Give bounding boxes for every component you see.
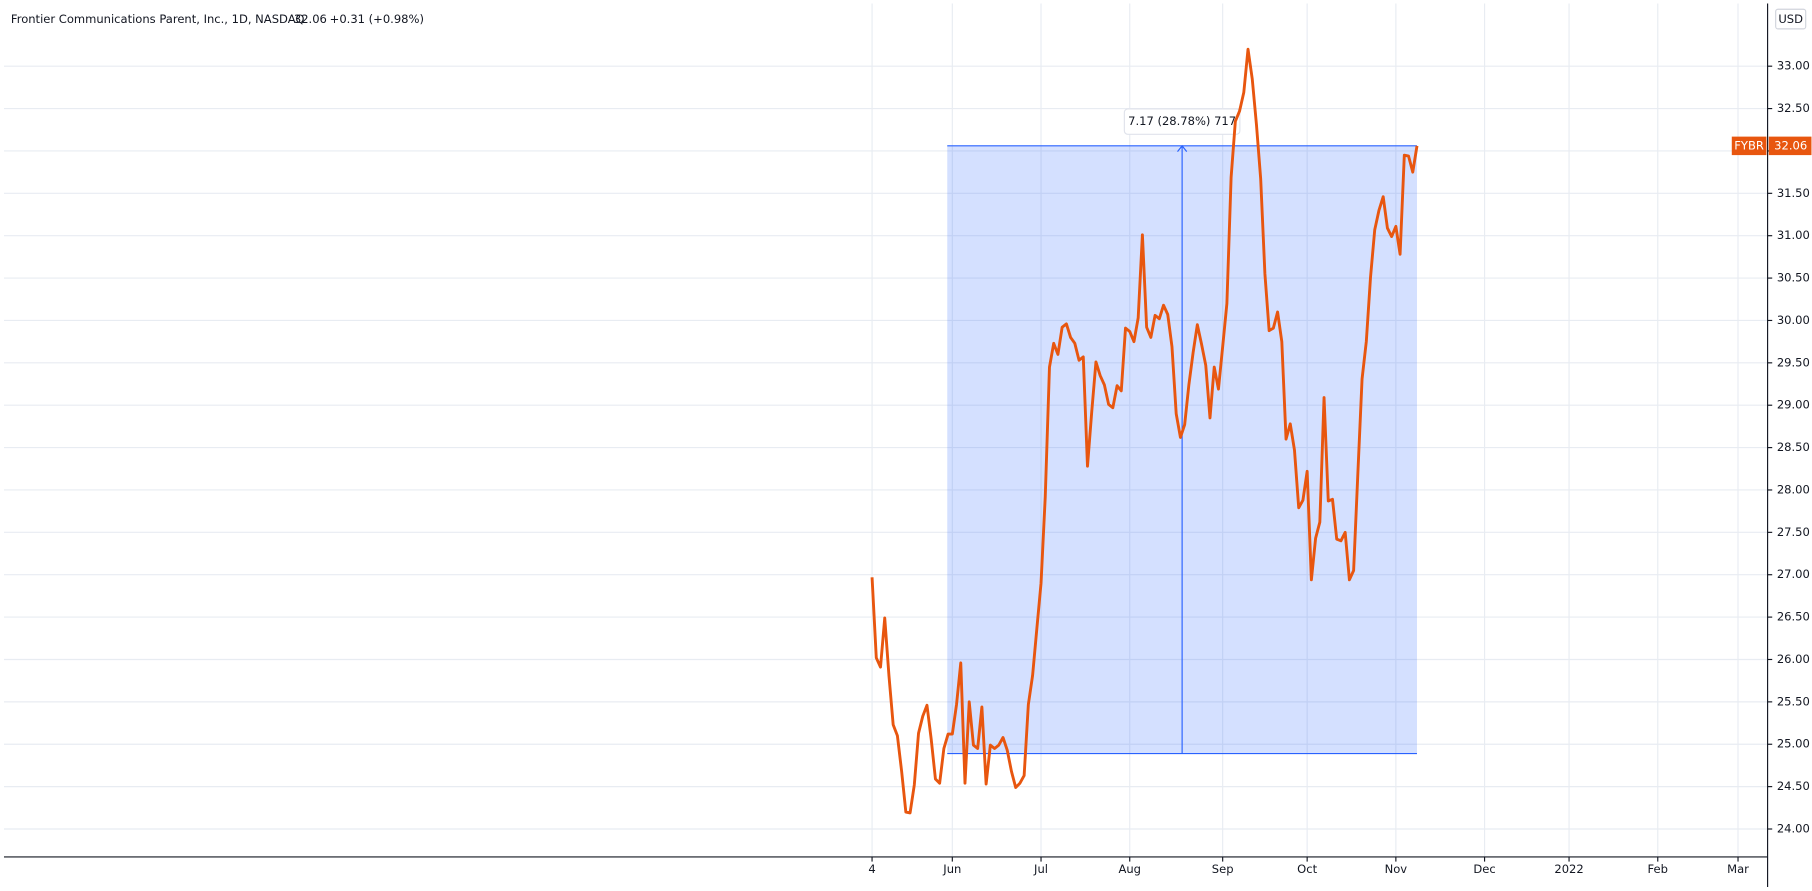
y-tick-label: 30.50 [1777, 271, 1810, 285]
x-tick-label: Feb [1648, 862, 1668, 876]
y-tick-label: 30.00 [1777, 313, 1810, 327]
x-tick-label: 2022 [1554, 862, 1583, 876]
y-tick-label: 24.50 [1777, 779, 1810, 793]
header-price: 32.06 [294, 12, 327, 26]
symbol-label: FYBR [1734, 138, 1764, 152]
x-tick-label: 4 [868, 862, 875, 876]
y-tick-label: 25.00 [1777, 737, 1810, 751]
y-tick-label: 25.50 [1777, 694, 1810, 708]
y-tick-label: 31.00 [1777, 228, 1810, 242]
y-tick-label: 27.00 [1777, 567, 1810, 581]
y-tick-label: 29.50 [1777, 355, 1810, 369]
y-tick-label: 31.50 [1777, 186, 1810, 200]
x-tick-label: Sep [1212, 862, 1234, 876]
measure-arrow-head [1177, 144, 1188, 152]
currency-box[interactable] [1775, 8, 1807, 30]
chart-title: Frontier Communications Parent, Inc., 1D… [11, 12, 305, 26]
header-change: +0.31 (+0.98%) [330, 12, 424, 26]
plot: 7.17 (28.78%) 717 [870, 47, 1419, 815]
price-label-box [1768, 136, 1812, 156]
y-tick-label: 24.00 [1777, 822, 1810, 836]
y-tick-label: 26.00 [1777, 652, 1810, 666]
y-tick-label: 33.00 [1777, 59, 1810, 73]
y-tick-label: 29.00 [1777, 398, 1810, 412]
x-tick-label: Jun [942, 862, 961, 876]
measure-label-box [1123, 108, 1241, 135]
y-tick-label: 26.50 [1777, 610, 1810, 624]
symbol-label-box [1731, 136, 1767, 156]
currency: USD [1778, 12, 1803, 26]
x-tick-label: Aug [1118, 862, 1141, 876]
price-line [870, 47, 1419, 815]
x-tick-label: Jul [1033, 862, 1048, 876]
y-tick-label: 28.00 [1777, 482, 1810, 496]
x-tick-label: Dec [1473, 862, 1495, 876]
grid [3, 3, 1768, 857]
measure-label: 7.17 (28.78%) 717 [1128, 114, 1236, 128]
x-tick-label: Mar [1727, 862, 1749, 876]
y-tick-label: 27.50 [1777, 525, 1810, 539]
x-tick-label: Nov [1385, 862, 1408, 876]
price-label: 32.06 [1774, 138, 1807, 152]
y-tick-label: 32.50 [1777, 101, 1810, 115]
x-tick-label: Oct [1297, 862, 1317, 876]
y-tick-label: 28.50 [1777, 440, 1810, 454]
